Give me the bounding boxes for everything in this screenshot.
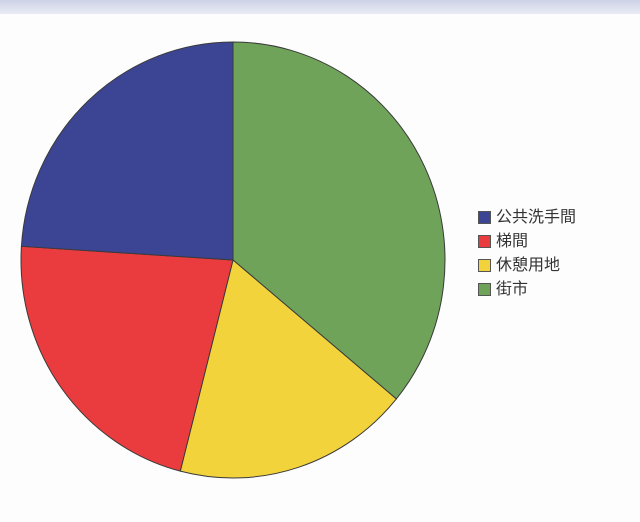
legend-label: 休憩用地 bbox=[496, 255, 561, 274]
legend-item: 街市 bbox=[478, 277, 576, 301]
pie-slice-2 bbox=[179, 259, 398, 479]
legend-item: 梯間 bbox=[478, 229, 576, 253]
legend-label: 街市 bbox=[496, 279, 529, 298]
legend-item: 公共洗手間 bbox=[478, 205, 576, 229]
chart-legend: 公共洗手間梯間休憩用地街市 bbox=[478, 205, 576, 301]
top-edge-band bbox=[0, 0, 640, 14]
legend-swatch bbox=[478, 282, 491, 296]
pie-slice-4 bbox=[20, 41, 234, 261]
legend-swatch bbox=[478, 258, 491, 272]
legend-item: 休憩用地 bbox=[478, 253, 576, 277]
pie-slice-1 bbox=[232, 41, 446, 400]
legend-label: 梯間 bbox=[496, 231, 529, 250]
pie-slice-3 bbox=[20, 245, 234, 472]
legend-swatch bbox=[478, 234, 491, 248]
legend-label: 公共洗手間 bbox=[496, 207, 577, 226]
legend-swatch bbox=[478, 210, 491, 224]
